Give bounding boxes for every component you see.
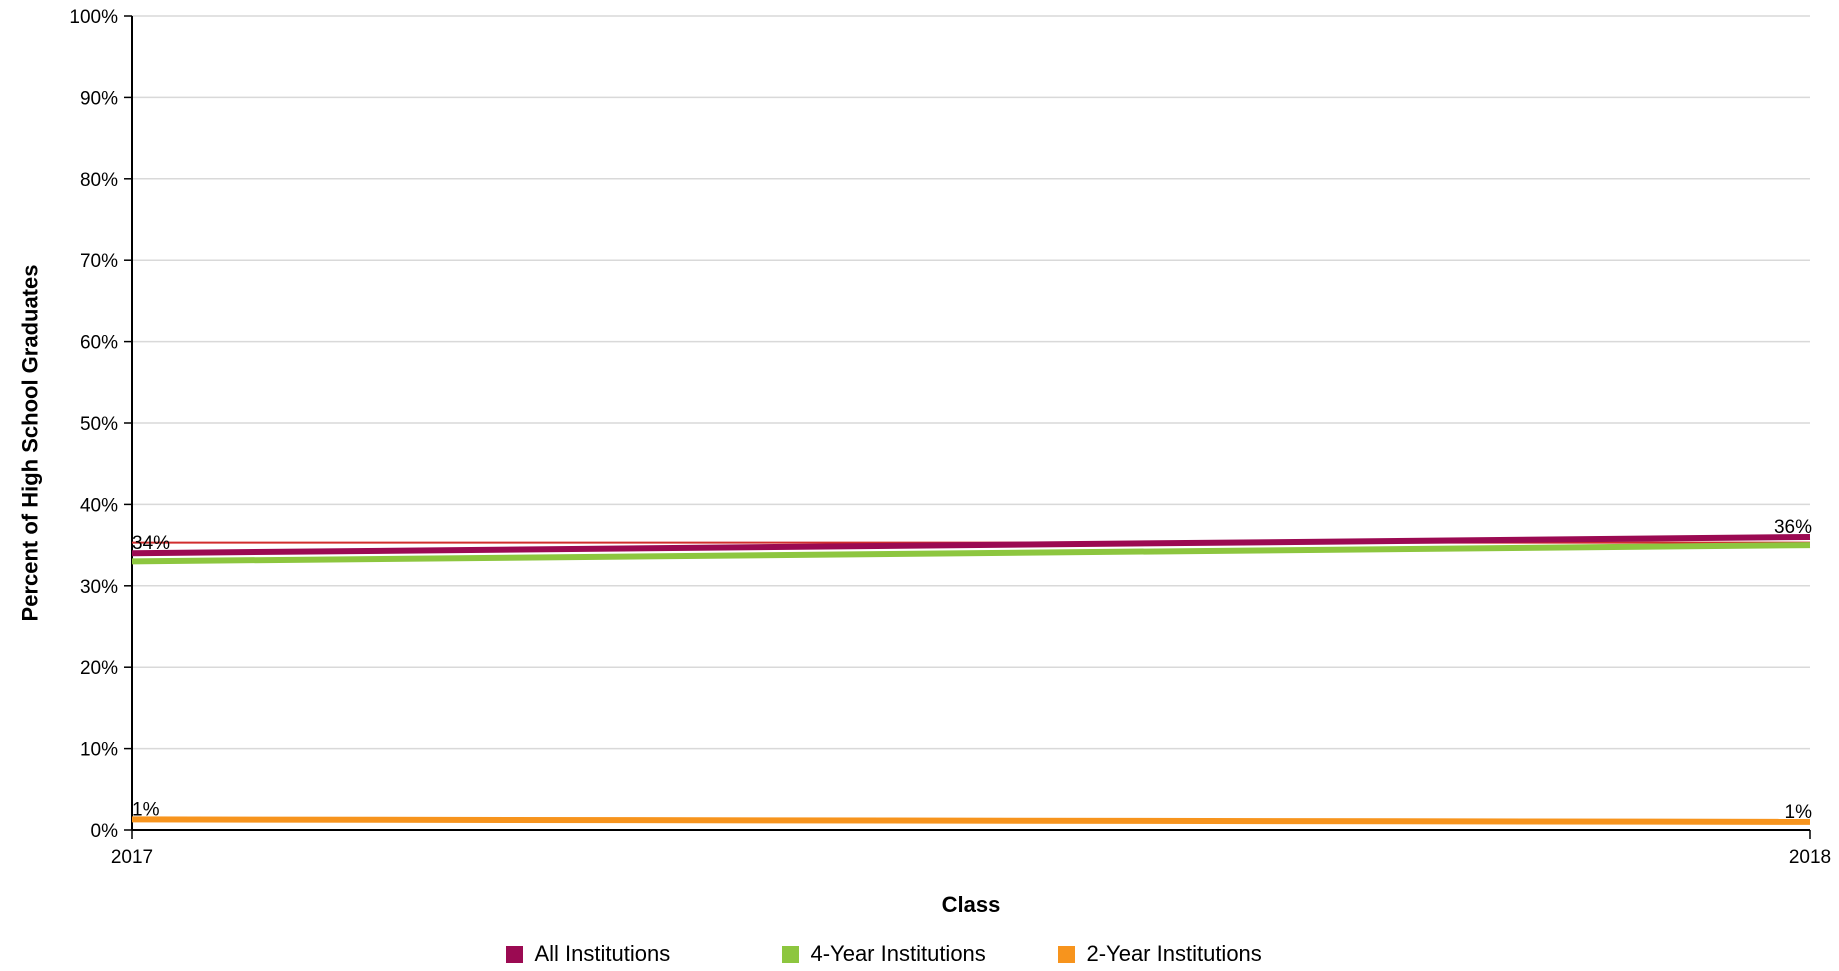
x-axis-title: Class xyxy=(942,892,1001,917)
y-tick-label: 70% xyxy=(80,251,118,272)
y-axis-ticks: 0% 10% 20% 30% 40% 50% 60% 70% 80% 90% 100% xyxy=(69,7,132,842)
y-tick-label: 30% xyxy=(80,577,118,598)
gridlines xyxy=(132,15,1810,750)
data-label: 34% xyxy=(132,533,170,554)
y-tick-label: 20% xyxy=(80,658,118,679)
y-tick-label: 60% xyxy=(80,333,118,354)
legend-label: All Institutions xyxy=(534,941,671,966)
series-line-4-year-institutions xyxy=(131,542,1811,565)
series-line-2-year-institutions xyxy=(131,816,1811,825)
legend: All Institutions 4-Year Institutions 2-Yea… xyxy=(0,940,1839,968)
legend-label: 4-Year Institutions xyxy=(810,941,986,966)
series-lines xyxy=(131,533,1811,825)
x-tick-label: 2018 xyxy=(1789,847,1831,868)
legend-label: 2-Year Institutions xyxy=(1086,941,1262,966)
data-label: 1% xyxy=(1785,802,1813,823)
y-tick-label: 50% xyxy=(80,414,118,435)
y-tick-label: 10% xyxy=(80,740,118,761)
legend-swatch xyxy=(781,945,799,963)
legend-item-all-institutions: All Institutions xyxy=(505,940,782,968)
y-tick-label: 80% xyxy=(80,170,118,191)
legend-swatch xyxy=(1057,945,1075,963)
x-axis-ticks: 2017 2018 xyxy=(111,830,1831,868)
series-line-all-institutions xyxy=(131,533,1811,557)
y-tick-label: 40% xyxy=(80,495,118,516)
y-tick-label: 100% xyxy=(69,7,118,28)
legend-swatch xyxy=(505,945,523,963)
data-label: 1% xyxy=(132,799,160,820)
legend-item-4-year-institutions: 4-Year Institutions xyxy=(781,940,1058,968)
x-tick-label: 2017 xyxy=(111,847,153,868)
y-tick-label: 0% xyxy=(91,821,119,842)
y-axis-title: Percent of High School Graduates xyxy=(18,265,43,622)
data-label: 36% xyxy=(1774,517,1812,538)
data-labels: 34% 36% 1% 1% xyxy=(132,517,1812,823)
y-tick-label: 90% xyxy=(80,88,118,109)
legend-item-2-year-institutions: 2-Year Institutions xyxy=(1057,940,1334,968)
